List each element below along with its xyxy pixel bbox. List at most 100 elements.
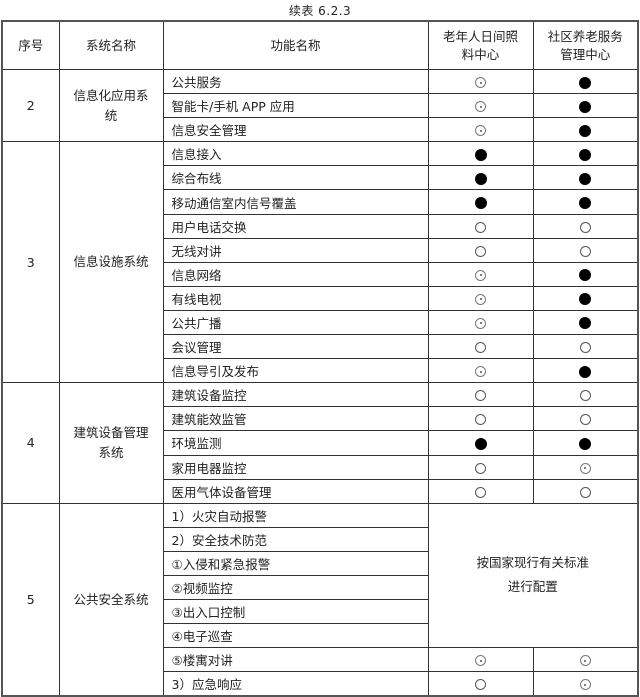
dotted-circle-icon — [475, 77, 486, 89]
filled-circle-icon — [579, 100, 592, 113]
empty-circle-icon — [579, 245, 591, 257]
filled-circle-icon — [474, 172, 487, 185]
community-cell — [532, 454, 639, 480]
function-name: ④电子巡查 — [162, 623, 429, 649]
function-name: 建筑能效监管 — [162, 406, 429, 432]
day-care-cell — [427, 68, 534, 95]
row-number: 2 — [1, 68, 60, 143]
day-care-cell — [427, 334, 534, 360]
table-row: 5 公共安全系统 1）火灾自动报警按国家现行有关标准进行配置 — [1, 502, 639, 697]
day-care-cell — [427, 309, 534, 336]
day-care-cell — [427, 647, 534, 673]
empty-circle-icon — [475, 245, 486, 257]
function-name: 信息接入 — [162, 141, 429, 167]
community-cell — [532, 237, 639, 263]
empty-circle-icon — [579, 342, 591, 354]
empty-circle-icon — [475, 390, 486, 402]
row-number: 5 — [1, 502, 60, 697]
day-care-cell — [427, 478, 534, 504]
function-name: ⑤楼寓对讲 — [162, 647, 429, 673]
community-cell — [532, 285, 639, 311]
function-name: 信息网络 — [162, 261, 429, 287]
community-cell — [532, 141, 639, 167]
function-name: 公共广播 — [162, 309, 429, 336]
config-note-text: 按国家现行有关标准进行配置 — [476, 555, 589, 595]
function-name: ①入侵和紧急报警 — [162, 550, 429, 576]
table-row: 3）应急响应 — [2, 671, 639, 697]
filled-circle-icon — [579, 76, 592, 89]
filled-circle-icon — [474, 148, 487, 161]
table-row: 家用电器监控 — [2, 454, 639, 480]
filled-circle-icon — [579, 172, 592, 185]
filled-circle-icon — [579, 124, 592, 137]
function-name: 建筑设备监控 — [162, 382, 429, 408]
system-name: 公共安全系统 — [58, 502, 164, 697]
day-care-cell — [427, 671, 534, 697]
empty-circle-icon — [475, 221, 486, 233]
day-care-cell — [427, 117, 534, 143]
day-care-cell — [427, 189, 534, 215]
dotted-circle-icon — [579, 679, 591, 691]
day-care-cell — [427, 454, 534, 480]
header-no: 序号 — [1, 20, 60, 70]
function-name: 会议管理 — [162, 334, 429, 360]
function-name: 智能卡/手机 APP 应用 — [162, 93, 429, 119]
community-cell — [532, 213, 639, 239]
function-name: 医用气体设备管理 — [162, 478, 429, 504]
community-cell — [532, 117, 639, 143]
function-name: 移动通信室内信号覆盖 — [162, 189, 429, 215]
function-name: 公共服务 — [162, 68, 429, 95]
empty-circle-icon — [579, 414, 591, 426]
header-community: 社区养老服务管理中心 — [532, 20, 639, 70]
row-number: 3 — [1, 141, 60, 384]
day-care-cell — [427, 285, 534, 311]
table-caption: 续表 6.2.3 — [288, 4, 352, 18]
function-name: 3）应急响应 — [162, 671, 429, 697]
filled-circle-icon — [579, 148, 592, 161]
table-row: ③出入口控制 — [2, 599, 638, 625]
function-name: ②视频监控 — [162, 574, 429, 601]
empty-circle-icon — [579, 221, 591, 233]
table-row: 移动通信室内信号覆盖 — [2, 189, 639, 215]
table-row: 无线对讲 — [2, 237, 639, 263]
empty-circle-icon — [475, 342, 486, 354]
empty-circle-icon — [475, 679, 486, 691]
function-name: 综合布线 — [162, 165, 429, 191]
system-name: 建筑设备管理系统 — [58, 382, 164, 504]
function-config-table: 序号 系统名称 功能名称 老年人日间照料中心 社区养老服务管理中心 2 信息化应用… — [1, 20, 639, 697]
empty-circle-icon — [475, 462, 486, 474]
table-row: 智能卡/手机 APP 应用 — [2, 93, 639, 119]
filled-circle-icon — [579, 197, 592, 210]
table-row: 3 信息设施系统 信息接入 — [1, 141, 639, 384]
table-row: 用户电话交换 — [2, 213, 639, 239]
filled-circle-icon — [474, 197, 487, 210]
function-name: 1）火灾自动报警 — [162, 502, 429, 528]
function-name: ③出入口控制 — [162, 599, 429, 625]
table-row: ⑤楼寓对讲 — [2, 647, 639, 673]
function-name: 2）安全技术防范 — [162, 526, 429, 552]
system-name: 信息化应用系统 — [58, 68, 164, 143]
function-name: 信息安全管理 — [162, 117, 429, 143]
empty-circle-icon — [579, 390, 591, 402]
dotted-circle-icon — [579, 462, 591, 474]
day-care-cell — [427, 165, 534, 191]
table-row: 4 建筑设备管理系统 建筑设备监控 — [1, 382, 639, 504]
table-row: 信息安全管理 — [2, 117, 639, 143]
table-row: ②视频监控 — [2, 574, 638, 601]
community-cell — [532, 189, 639, 215]
day-care-cell — [427, 358, 534, 384]
community-cell — [532, 309, 639, 336]
day-care-cell — [427, 93, 534, 119]
table-row: 2 信息化应用系统 公共服务 — [1, 68, 639, 143]
dotted-circle-icon — [475, 101, 486, 113]
dotted-circle-icon — [475, 293, 486, 305]
dotted-circle-icon — [475, 125, 486, 137]
community-cell — [532, 334, 639, 360]
table-row: ①入侵和紧急报警 — [2, 550, 638, 576]
community-cell — [532, 671, 639, 697]
header-row: 序号 系统名称 功能名称 老年人日间照料中心 社区养老服务管理中心 — [1, 20, 639, 70]
day-care-cell — [427, 237, 534, 263]
table-row: 综合布线 — [2, 165, 639, 191]
function-name: 用户电话交换 — [162, 213, 429, 239]
community-cell — [532, 358, 639, 384]
